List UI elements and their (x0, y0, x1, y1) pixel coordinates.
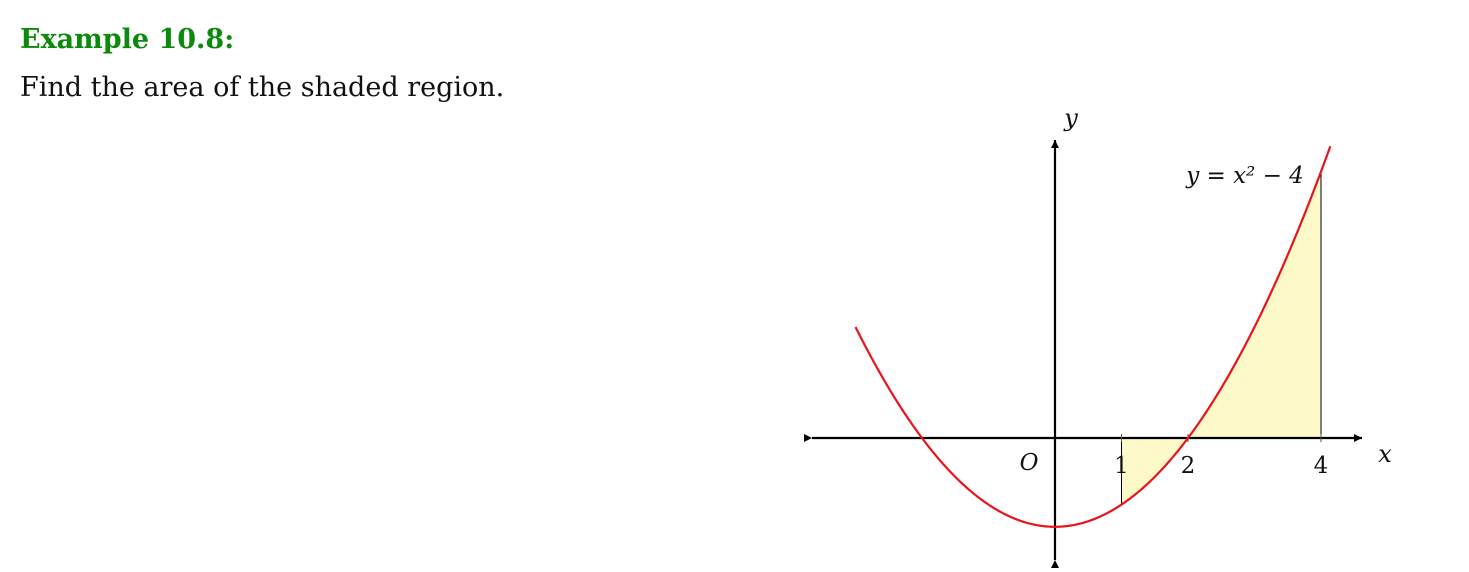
y-axis-label: y (1063, 104, 1078, 132)
x-tick-label-4: 4 (1314, 453, 1329, 479)
shaded-region-group (1121, 171, 1322, 505)
labels-group: y x O 1 2 4 y = x² − 4 (1020, 104, 1393, 479)
curve-label: y = x² − 4 (1185, 163, 1304, 189)
axes-group (804, 140, 1362, 568)
parabola-curve (854, 145, 1332, 528)
x-tick-label-1: 1 (1114, 453, 1129, 479)
shaded-region (1121, 171, 1321, 505)
x-axis-label: x (1378, 440, 1392, 468)
example-title: Example 10.8: (20, 24, 235, 55)
origin-label: O (1020, 450, 1039, 476)
curve-group (854, 145, 1332, 528)
problem-statement: Find the area of the shaded region. (20, 72, 505, 103)
x-tick-label-2: 2 (1181, 453, 1196, 479)
